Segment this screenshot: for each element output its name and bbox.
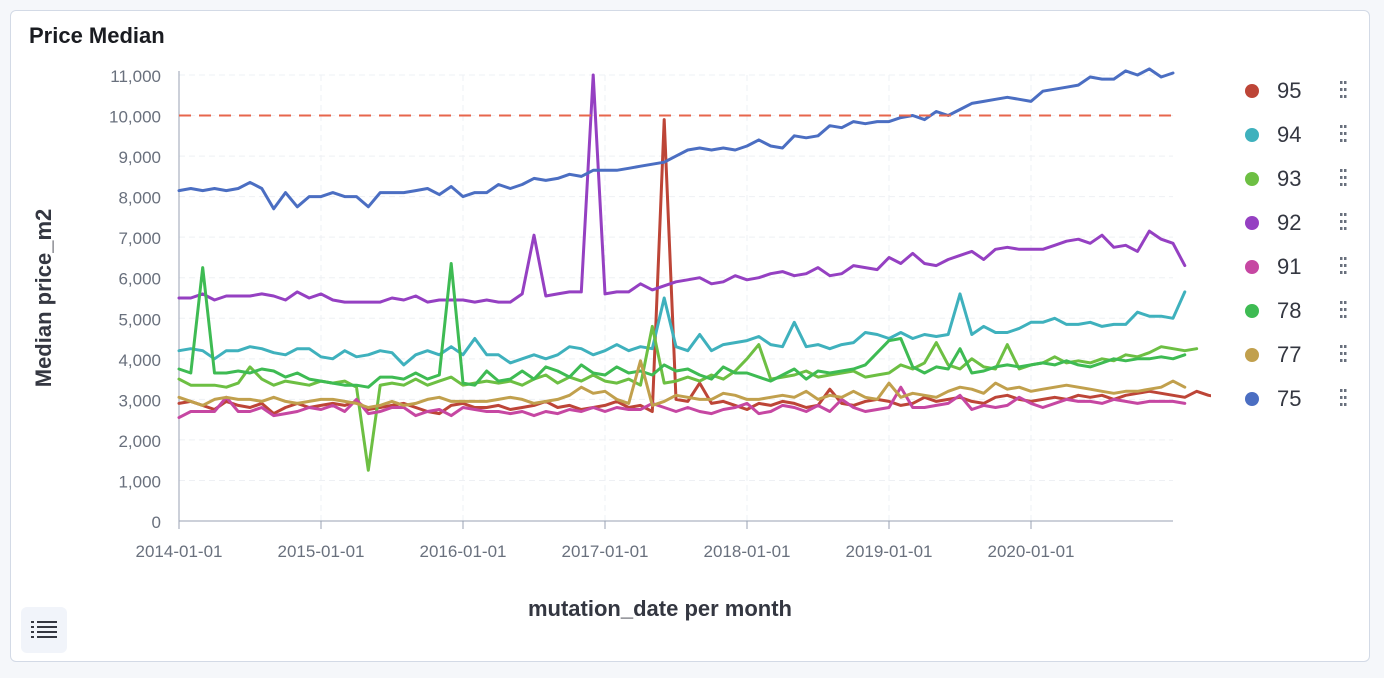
series-line-78 <box>177 262 1187 389</box>
vertical-dots-icon[interactable] <box>1339 79 1347 101</box>
line-chart: 0 1,000 2,000 3,000 4,000 5,000 6,000 7,000 8,00… <box>31 67 1211 621</box>
legend-label: 78 <box>1277 298 1302 323</box>
legend-label: 75 <box>1277 386 1302 411</box>
legend-item-91[interactable]: 91 <box>1241 245 1361 289</box>
y-tick-label: 2,000 <box>118 432 161 451</box>
y-tick-label: 6,000 <box>118 270 161 289</box>
y-tick-label: 4,000 <box>118 351 161 370</box>
y-tick-label: 9,000 <box>118 148 161 167</box>
vertical-dots-icon[interactable] <box>1339 299 1347 321</box>
vertical-dots-icon[interactable] <box>1339 123 1347 145</box>
vertical-dots-icon[interactable] <box>1339 255 1347 277</box>
x-tick-label: 2015-01-01 <box>278 542 365 561</box>
x-tick-label: 2017-01-01 <box>562 542 649 561</box>
series-lines <box>177 67 1211 472</box>
x-tick-label: 2018-01-01 <box>704 542 791 561</box>
legend-color-dot <box>1245 128 1259 142</box>
y-tick-label: 5,000 <box>118 310 161 329</box>
legend-color-dot <box>1245 304 1259 318</box>
legend-color-dot <box>1245 172 1259 186</box>
legend-label: 93 <box>1277 166 1302 191</box>
legend-color-dot <box>1245 392 1259 406</box>
vertical-dots-icon[interactable] <box>1339 343 1347 365</box>
series-line-75 <box>177 67 1175 211</box>
legend-item-92[interactable]: 92 <box>1241 201 1361 245</box>
x-tick-label: 2019-01-01 <box>846 542 933 561</box>
y-axis-title: Median price_m2 <box>31 209 56 388</box>
axis-labels: 0 1,000 2,000 3,000 4,000 5,000 6,000 7,000 8,00… <box>31 67 1074 621</box>
legend-color-dot <box>1245 216 1259 230</box>
series-line-77 <box>177 359 1187 409</box>
legend-label: 77 <box>1277 342 1302 367</box>
legend-color-dot <box>1245 260 1259 274</box>
x-tick-label: 2016-01-01 <box>420 542 507 561</box>
y-tick-label: 11,000 <box>110 67 161 86</box>
legend-label: 91 <box>1277 254 1302 279</box>
y-tick-label: 10,000 <box>109 108 161 127</box>
list-icon <box>31 621 57 638</box>
legend-item-78[interactable]: 78 <box>1241 289 1361 333</box>
legend-color-dot <box>1245 348 1259 362</box>
series-line-94 <box>177 290 1187 367</box>
y-tick-label: 0 <box>152 513 161 532</box>
legend: 95 94 93 92 91 78 77 75 <box>1241 69 1361 421</box>
legend-toggle-button[interactable] <box>21 607 67 653</box>
x-axis-title: mutation_date per month <box>528 596 792 621</box>
series-line-95 <box>177 118 1211 416</box>
legend-label: 94 <box>1277 122 1302 147</box>
y-tick-label: 3,000 <box>118 391 161 410</box>
visualization-panel: Price Median 0 1,000 2,000 3,000 4,000 5,000 6… <box>10 10 1370 662</box>
series-line-92 <box>177 73 1187 304</box>
y-tick-label: 7,000 <box>118 229 161 248</box>
legend-item-93[interactable]: 93 <box>1241 157 1361 201</box>
panel-title: Price Median <box>29 23 165 48</box>
legend-label: 95 <box>1277 78 1302 103</box>
y-tick-label: 1,000 <box>118 472 161 491</box>
legend-color-dot <box>1245 84 1259 98</box>
legend-item-95[interactable]: 95 <box>1241 69 1361 113</box>
vertical-dots-icon[interactable] <box>1339 211 1347 233</box>
x-tick-label: 2014-01-01 <box>136 542 223 561</box>
legend-label: 92 <box>1277 210 1302 235</box>
axes <box>178 71 1173 529</box>
series-line-91 <box>177 385 1187 420</box>
legend-item-77[interactable]: 77 <box>1241 333 1361 377</box>
vertical-dots-icon[interactable] <box>1339 167 1347 189</box>
y-tick-label: 8,000 <box>118 189 161 208</box>
legend-item-75[interactable]: 75 <box>1241 377 1361 421</box>
legend-item-94[interactable]: 94 <box>1241 113 1361 157</box>
x-tick-label: 2020-01-01 <box>988 542 1075 561</box>
vertical-dots-icon[interactable] <box>1339 387 1347 409</box>
